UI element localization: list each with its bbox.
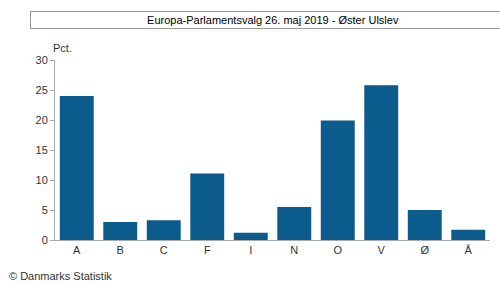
svg-text:25: 25 bbox=[36, 84, 48, 96]
svg-text:Pct.: Pct. bbox=[53, 42, 72, 54]
svg-text:O: O bbox=[333, 244, 342, 256]
svg-text:15: 15 bbox=[36, 144, 48, 156]
svg-text:0: 0 bbox=[42, 234, 48, 246]
svg-text:V: V bbox=[378, 244, 386, 256]
svg-text:Ø: Ø bbox=[420, 244, 429, 256]
svg-text:F: F bbox=[204, 244, 211, 256]
svg-text:A: A bbox=[73, 244, 81, 256]
svg-text:5: 5 bbox=[42, 204, 48, 216]
svg-text:B: B bbox=[117, 244, 124, 256]
svg-text:10: 10 bbox=[36, 174, 48, 186]
svg-text:Å: Å bbox=[465, 244, 473, 256]
svg-text:I: I bbox=[249, 244, 252, 256]
svg-text:© Danmarks Statistik: © Danmarks Statistik bbox=[9, 270, 112, 282]
svg-text:N: N bbox=[290, 244, 298, 256]
svg-text:30: 30 bbox=[36, 54, 48, 66]
svg-text:Europa-Parlamentsvalg 26. maj: Europa-Parlamentsvalg 26. maj 2019 - Øst… bbox=[147, 14, 399, 26]
svg-text:20: 20 bbox=[36, 114, 48, 126]
svg-text:C: C bbox=[160, 244, 168, 256]
